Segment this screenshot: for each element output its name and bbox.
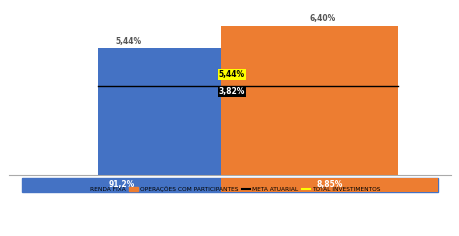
Text: 3,82%: 3,82%	[218, 87, 245, 96]
Bar	[97, 48, 221, 175]
Text: 91,2%: 91,2%	[108, 180, 134, 189]
Text: 6,40%: 6,40%	[309, 14, 335, 23]
Text: 8,85%: 8,85%	[315, 180, 342, 189]
Bar	[22, 178, 437, 192]
Text: 5,44%: 5,44%	[115, 37, 141, 46]
Bar	[22, 178, 221, 192]
Bar	[221, 178, 437, 192]
Bar	[221, 26, 397, 175]
Legend: RENDA FIXA, OPERAÇÕES COM PARTICIPANTES, META ATUARIAL, TOTAL INVESTIMENTOS: RENDA FIXA, OPERAÇÕES COM PARTICIPANTES,…	[77, 184, 382, 194]
Text: 5,44%: 5,44%	[218, 70, 245, 79]
